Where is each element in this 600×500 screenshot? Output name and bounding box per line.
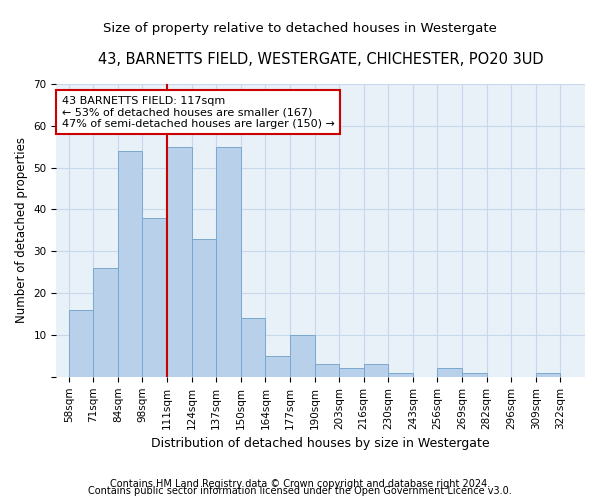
Bar bbox=[388, 372, 413, 377]
Bar bbox=[241, 318, 265, 377]
Bar bbox=[437, 368, 462, 377]
Bar bbox=[290, 335, 314, 377]
Bar bbox=[364, 364, 388, 377]
Bar bbox=[68, 310, 93, 377]
Text: Contains HM Land Registry data © Crown copyright and database right 2024.: Contains HM Land Registry data © Crown c… bbox=[110, 479, 490, 489]
Bar bbox=[142, 218, 167, 377]
X-axis label: Distribution of detached houses by size in Westergate: Distribution of detached houses by size … bbox=[151, 437, 490, 450]
Text: Size of property relative to detached houses in Westergate: Size of property relative to detached ho… bbox=[103, 22, 497, 35]
Bar bbox=[118, 151, 142, 377]
Bar bbox=[339, 368, 364, 377]
Bar bbox=[191, 238, 216, 377]
Bar bbox=[462, 372, 487, 377]
Bar bbox=[93, 268, 118, 377]
Bar bbox=[265, 356, 290, 377]
Text: 43 BARNETTS FIELD: 117sqm
← 53% of detached houses are smaller (167)
47% of semi: 43 BARNETTS FIELD: 117sqm ← 53% of detac… bbox=[62, 96, 335, 129]
Bar bbox=[314, 364, 339, 377]
Title: 43, BARNETTS FIELD, WESTERGATE, CHICHESTER, PO20 3UD: 43, BARNETTS FIELD, WESTERGATE, CHICHEST… bbox=[98, 52, 544, 68]
Bar bbox=[216, 146, 241, 377]
Bar bbox=[536, 372, 560, 377]
Y-axis label: Number of detached properties: Number of detached properties bbox=[15, 138, 28, 324]
Bar bbox=[167, 146, 191, 377]
Text: Contains public sector information licensed under the Open Government Licence v3: Contains public sector information licen… bbox=[88, 486, 512, 496]
